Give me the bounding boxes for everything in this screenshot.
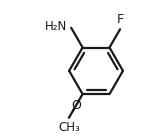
Text: F: F bbox=[117, 13, 124, 26]
Text: H₂N: H₂N bbox=[45, 20, 67, 33]
Text: CH₃: CH₃ bbox=[58, 121, 80, 134]
Text: O: O bbox=[71, 99, 81, 112]
